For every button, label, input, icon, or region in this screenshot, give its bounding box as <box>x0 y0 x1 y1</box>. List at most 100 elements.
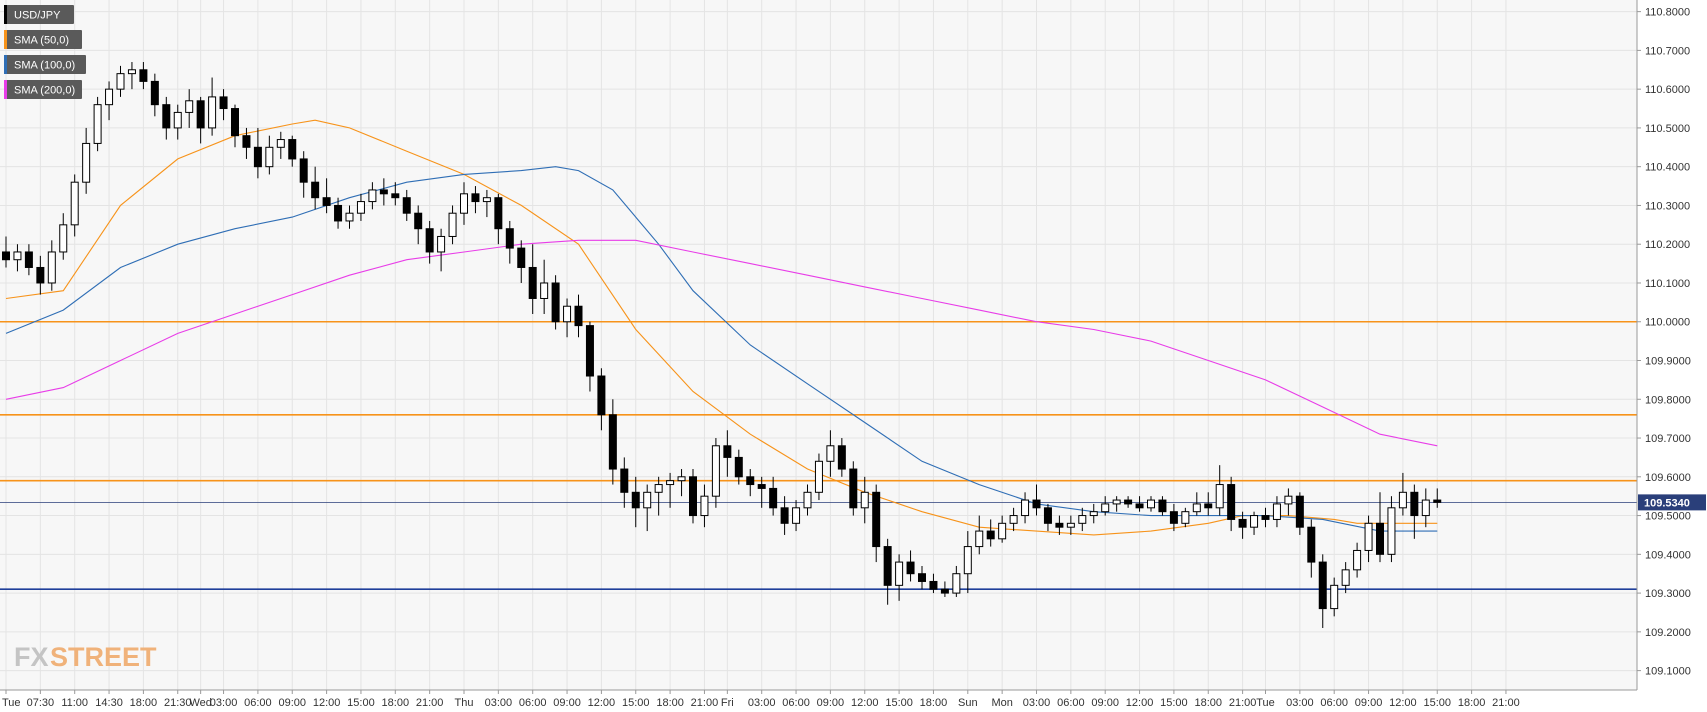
candle-body <box>998 522 1007 540</box>
candle <box>2 236 10 268</box>
candle-body <box>1055 522 1064 528</box>
candle-body <box>1387 507 1396 555</box>
candle-body <box>1295 495 1304 528</box>
candle-body <box>1032 499 1041 509</box>
candle <box>127 62 136 90</box>
candle-body <box>70 181 79 226</box>
candle <box>116 65 125 97</box>
candle <box>975 515 984 555</box>
x-tick-label: 15:00 <box>1423 697 1451 709</box>
candle-body <box>1147 499 1155 509</box>
candle <box>620 457 629 508</box>
candle <box>1066 515 1075 535</box>
candle <box>402 189 411 221</box>
x-tick-label: Sun <box>958 697 978 709</box>
x-tick-label: 06:00 <box>1057 697 1085 709</box>
candle <box>425 220 434 264</box>
x-tick-label: 06:00 <box>519 697 547 709</box>
candle <box>711 438 720 508</box>
x-tick-label: 18:00 <box>656 697 684 709</box>
x-tick-label: 03:00 <box>1286 697 1314 709</box>
candle-body <box>803 491 812 509</box>
candle-body <box>299 158 308 183</box>
candle-body <box>1204 503 1213 509</box>
x-tick-label: 06:00 <box>1320 697 1348 709</box>
x-tick-label: 15:00 <box>1160 697 1188 709</box>
candle-body <box>677 476 686 482</box>
right-axis-panel <box>1637 0 1707 712</box>
last-price-marker: 109.5340 <box>1638 494 1706 511</box>
candle-body <box>837 445 846 470</box>
candle-body <box>139 69 148 82</box>
candle <box>482 189 491 218</box>
y-tick-label: 109.2000 <box>1645 627 1691 639</box>
candle <box>1181 507 1190 528</box>
candle <box>998 515 1007 543</box>
x-tick-label: 21:00 <box>1229 697 1257 709</box>
candle-body <box>929 580 938 590</box>
y-tick-label: 110.7000 <box>1645 45 1690 57</box>
sma-100-line <box>5 166 1438 532</box>
candle-body <box>334 204 343 222</box>
candle-body <box>1410 491 1419 517</box>
candle-body <box>872 491 881 548</box>
legend-item-swatch <box>4 5 7 24</box>
candle-body <box>1066 522 1075 528</box>
candle-body <box>59 224 68 253</box>
candle <box>1433 488 1442 508</box>
candle <box>242 127 251 159</box>
candle <box>311 166 320 210</box>
candle <box>1009 507 1018 532</box>
candle <box>47 240 56 291</box>
candle-body <box>711 445 720 497</box>
x-tick-label: 03:00 <box>485 697 513 709</box>
bottom-axis-panel <box>0 690 1707 712</box>
candle-body <box>1272 503 1281 520</box>
candle-body <box>860 491 869 509</box>
candle-body <box>666 480 675 486</box>
candle-body <box>654 484 663 493</box>
candle-body <box>36 266 45 284</box>
y-tick-label: 109.8000 <box>1645 394 1691 406</box>
candle-body <box>322 197 331 206</box>
candle-body <box>127 69 136 75</box>
x-tick-label: 18:00 <box>130 697 158 709</box>
x-tick-label: 07:30 <box>27 697 55 709</box>
candle-body <box>414 212 423 230</box>
x-tick-label: 03:00 <box>748 697 776 709</box>
candle-body <box>162 104 171 129</box>
x-tick-label: 18:00 <box>382 697 410 709</box>
candle-body <box>1192 503 1201 513</box>
candle <box>276 131 285 159</box>
candle <box>1204 492 1213 516</box>
y-tick-label: 110.0000 <box>1645 317 1690 329</box>
candle <box>173 104 182 140</box>
candle-body <box>356 201 365 214</box>
candle-body <box>105 88 114 106</box>
candle <box>36 255 45 295</box>
candle <box>769 476 778 516</box>
x-tick-label: 09:00 <box>1355 697 1383 709</box>
candle-body <box>1353 549 1362 571</box>
candle <box>1021 492 1030 524</box>
candle <box>1250 511 1259 535</box>
candle-body <box>975 530 984 548</box>
candle <box>448 205 457 245</box>
candle <box>940 581 949 597</box>
candle-body <box>1398 491 1407 509</box>
x-tick-label: Fri <box>721 697 734 709</box>
candle-body <box>2 251 10 261</box>
x-tick-label: Mon <box>991 697 1012 709</box>
candle-body <box>849 468 858 509</box>
candle <box>918 565 926 590</box>
y-tick-label: 109.9000 <box>1645 356 1691 368</box>
candle <box>1169 503 1178 532</box>
candle-body <box>1433 499 1442 503</box>
x-tick-label: 12:00 <box>1389 697 1417 709</box>
candle-body <box>448 212 457 237</box>
candle <box>1330 577 1339 617</box>
legend: USD/JPY SMA (50,0) SMA (100,0) SMA (200,0) <box>4 5 86 99</box>
candle <box>1364 515 1373 563</box>
sma-200-line <box>5 239 1438 447</box>
